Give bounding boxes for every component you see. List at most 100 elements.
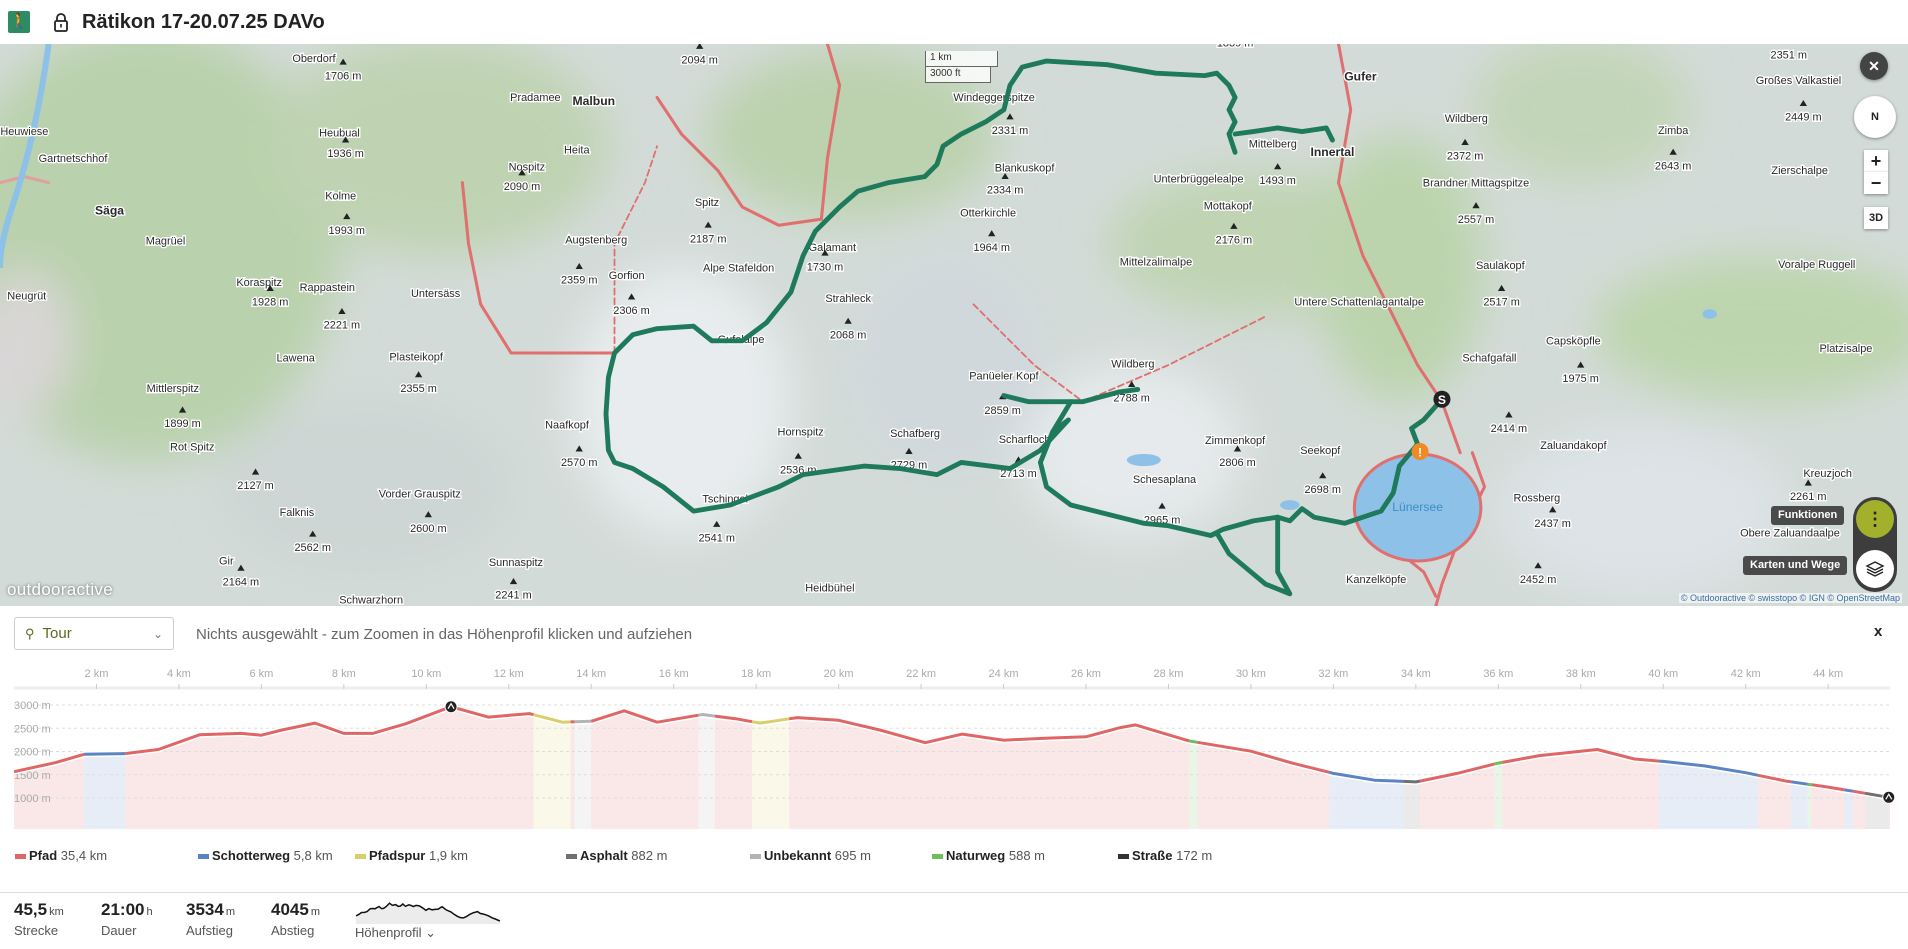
profile-area-pfadspur [752, 718, 790, 829]
finish-icon[interactable] [1882, 790, 1896, 804]
summit-icon[interactable] [444, 700, 458, 714]
profile-line-unbekannt[interactable] [574, 719, 592, 724]
legend-item-naturweg: Naturweg 588 m [932, 848, 1045, 863]
route-loop-south[interactable] [1208, 514, 1293, 597]
summit-icon-glyph [447, 702, 455, 710]
map-labels: Oberdorf Heuwiese Gartnetschhof Säga Neugrüt… [0, 44, 1874, 606]
profile-line-pfad[interactable] [1757, 773, 1792, 784]
legend-name: Unbekannt [764, 848, 832, 863]
map-place-label: Schwarzhorn [339, 595, 403, 606]
zoom-out-button[interactable]: − [1864, 172, 1888, 194]
x-tick-label: 28 km [1153, 668, 1183, 680]
profile-area-pfad [1888, 797, 1890, 829]
warning-icon[interactable] [1411, 442, 1429, 461]
peak-icon [794, 452, 802, 459]
profile-line-pfad[interactable] [788, 716, 1190, 745]
profile-line-schotterweg[interactable] [1658, 759, 1759, 777]
profile-line-naturweg[interactable] [1807, 782, 1812, 787]
map-place-label: Heita [564, 144, 590, 156]
profile-line-asphalt[interactable] [1403, 779, 1421, 784]
peak-elevation-label: 2187 m [690, 233, 726, 245]
map-place-label: Rot Spitz [170, 441, 214, 453]
x-tick-label: 42 km [1731, 668, 1761, 680]
elevation-profile-toggle[interactable]: Höhenprofil ⌄ [355, 925, 436, 940]
profile-line-pfad[interactable] [590, 709, 699, 724]
peak-elevation-label: 2437 m [1534, 518, 1570, 530]
route-main[interactable] [603, 58, 1445, 538]
profile-line-pfad[interactable] [1197, 740, 1330, 774]
lock-icon[interactable] [52, 12, 70, 32]
profile-area-pfadspur [533, 714, 571, 829]
profile-line-schotterweg[interactable] [84, 752, 126, 756]
route-markers: S ! [1411, 390, 1451, 461]
peak-icon [627, 293, 636, 300]
close-profile-button[interactable]: x [1874, 623, 1883, 640]
map-place-label: Strahleck [825, 293, 871, 305]
map[interactable]: Lünersee Oberdorf Heuwiese Gartnetschhof Sä… [0, 44, 1908, 606]
x-tick-label: 4 km [167, 668, 191, 680]
peak-icon [1804, 479, 1812, 486]
profile-line-pfadspur[interactable] [751, 717, 790, 725]
profile-line-naturweg[interactable] [1493, 760, 1503, 766]
map-place-label: Brandner Mittagspitze [1423, 177, 1529, 189]
profile-line-pfad[interactable] [1502, 748, 1660, 764]
outdooractive-logo: outdooractive [7, 580, 113, 599]
functions-button[interactable]: ⋮ [1856, 500, 1894, 538]
profile-line-pfad[interactable] [125, 705, 534, 756]
map-canvas[interactable]: Lünersee Oberdorf Heuwiese Gartnetschhof Sä… [0, 44, 1908, 606]
profile-area-pfad [1419, 764, 1495, 829]
finish-icon-glyph [1885, 793, 1893, 800]
peak-elevation-label: 2068 m [830, 329, 866, 341]
peak-elevation-label: 2372 m [1447, 151, 1483, 163]
legend-swatch [932, 854, 943, 860]
x-tick-label: 38 km [1566, 668, 1596, 680]
legend-name: Straße [1132, 848, 1173, 863]
profile-line-pfad[interactable] [13, 752, 85, 774]
profile-line-pfadspur[interactable] [533, 713, 571, 724]
legend-value: 5,8 km [293, 848, 333, 863]
start-marker-icon[interactable] [1433, 390, 1451, 408]
profile-line-unbekannt[interactable] [698, 713, 716, 718]
peak-elevation-label: 2600 m [410, 523, 446, 535]
peak-elevation-label: 1928 m [252, 297, 288, 309]
profile-line-pfad[interactable] [714, 714, 753, 724]
profile-line-naturweg[interactable] [1188, 739, 1198, 744]
profile-area-pfad [1502, 749, 1660, 829]
map-place-label: Lawena [277, 352, 316, 364]
legend-name: Asphalt [580, 848, 628, 863]
legend-name: Schotterweg [212, 848, 291, 863]
compass-button[interactable]: N [1854, 96, 1896, 138]
profile-line-pfad[interactable] [1419, 762, 1495, 783]
peak-icon [266, 284, 274, 291]
profile-area-schotterweg [1791, 781, 1808, 829]
tour-select[interactable]: ⚲ Tour ⌄ [14, 617, 174, 650]
profile-line-pfad[interactable] [1852, 789, 1866, 795]
map-place-label: Unterbrüggelealpe [1154, 174, 1244, 186]
elevation-profile-chart[interactable]: 2 km 4 km 6 km 8 km 10 km 12 km 14 km 16 km 18 k… [0, 660, 1908, 835]
peak-elevation-label: 2698 m [1304, 484, 1340, 496]
x-tick-label: 34 km [1401, 668, 1431, 680]
stat-value: 4045 [271, 900, 309, 919]
profile-line-schotterweg[interactable] [1844, 788, 1854, 793]
mini-elevation-profile[interactable] [354, 900, 504, 924]
stat-aufstieg: 3534 m Aufstieg [186, 900, 235, 938]
stat-label: Aufstieg [186, 923, 233, 938]
layers-button[interactable] [1856, 550, 1894, 588]
zoom-in-button[interactable]: + [1864, 150, 1888, 172]
profile-line-schotterweg[interactable] [1790, 780, 1808, 786]
map-place-label: Mittlerspitz [147, 383, 199, 395]
profile-line-schotterweg[interactable] [1328, 770, 1404, 783]
peak-icon [518, 169, 526, 176]
route-branch-wildberg[interactable] [1050, 387, 1141, 435]
profile-line-pfad[interactable] [1811, 783, 1845, 792]
route-branch-panueler[interactable] [1001, 393, 1074, 405]
profile-area-unbekannt [698, 714, 715, 829]
profile-hint: Nichts ausgewählt - zum Zoomen in das Hö… [196, 626, 693, 643]
map-place-label: Kolme [325, 191, 356, 203]
route-layer[interactable] [603, 58, 1445, 597]
close-map-button[interactable]: ✕ [1860, 52, 1888, 80]
map-attribution[interactable]: © Outdooractive © swisstopo © IGN © Open… [1678, 593, 1902, 603]
route-branch-innertal[interactable] [1232, 125, 1335, 143]
3d-button[interactable]: 3D [1864, 207, 1888, 229]
peak-elevation-label: 2557 m [1458, 214, 1494, 226]
